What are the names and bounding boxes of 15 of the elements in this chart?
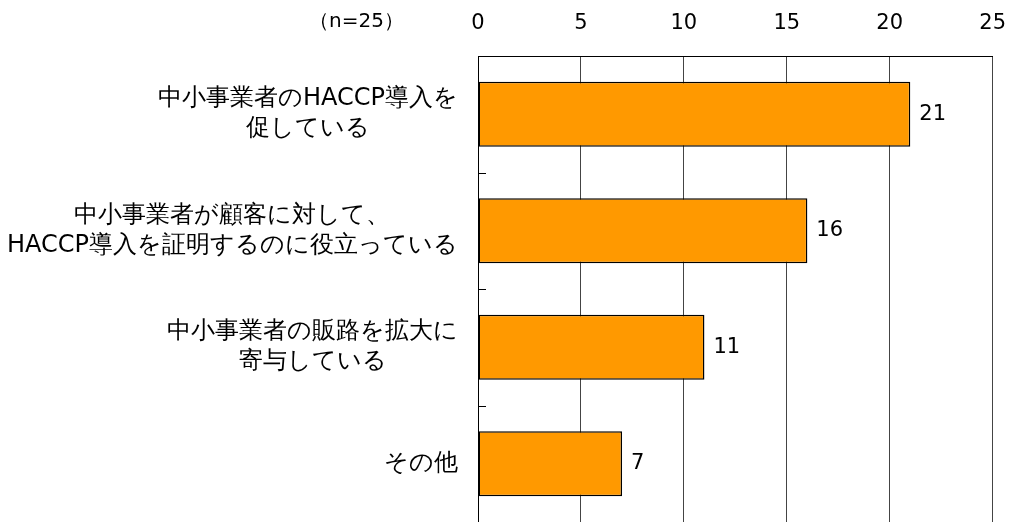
y-tick-label: 中小事業者のHACCP導入を促している xyxy=(157,83,458,142)
x-tick-label: 10 xyxy=(670,9,698,34)
x-tick-label: 5 xyxy=(574,9,588,34)
y-tick-label: 中小事業者が顧客に対して、HACCP導入を証明するのに役立っている xyxy=(6,199,458,258)
y-tick-label: 中小事業者の販路を拡大に寄与している xyxy=(167,316,458,375)
y-tick-label: その他 xyxy=(384,447,458,476)
x-tick-label: 20 xyxy=(876,9,904,34)
data-label: 21 xyxy=(919,100,947,125)
x-tick-label: 25 xyxy=(979,9,1007,34)
x-tick-label: 0 xyxy=(471,9,485,34)
data-label: 11 xyxy=(713,333,741,358)
data-label: 7 xyxy=(631,450,645,475)
data-label: 16 xyxy=(816,217,844,242)
x-tick-label: 15 xyxy=(773,9,801,34)
text: （n=25） xyxy=(309,8,404,33)
